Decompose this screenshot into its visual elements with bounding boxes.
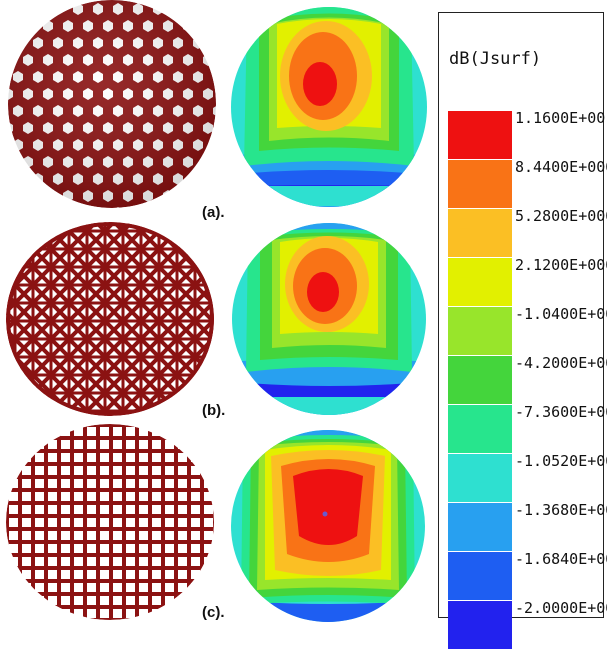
legend-tick-label: 2.1200E+000 xyxy=(515,256,607,274)
panel-label-c: (c). xyxy=(202,604,225,621)
panel-label-a: (a). xyxy=(202,204,225,221)
legend-tick-label: -4.2000E+000 xyxy=(515,354,607,372)
legend-tick-label: 1.1600E+001 xyxy=(515,109,607,127)
mesh-square-grid-disc xyxy=(6,424,214,620)
legend-tick-label: 5.2800E+000 xyxy=(515,207,607,225)
hexagonal-mesh-graphic xyxy=(8,0,216,208)
legend-tick-label: -2.0000E+001 xyxy=(515,599,607,617)
legend-tick-label: -1.0520E+001 xyxy=(515,452,607,470)
square-grid-graphic xyxy=(6,424,214,620)
mesh-hexagonal-disc xyxy=(8,0,216,208)
legend-swatch xyxy=(448,160,512,208)
legend-tick-label: 8.4400E+000 xyxy=(515,158,607,176)
legend-swatch xyxy=(448,601,512,649)
color-legend: dB(Jsurf) 1.1600E+001 8.4400E+000 5.2800E+… xyxy=(438,12,607,649)
legend-swatch xyxy=(448,111,512,159)
legend-swatch xyxy=(448,258,512,306)
legend-tick-label: -7.3600E+000 xyxy=(515,403,607,421)
current-density-map-b xyxy=(230,222,428,421)
legend-swatch xyxy=(448,503,512,551)
panel-label-b: (b). xyxy=(202,402,226,419)
legend-swatch xyxy=(448,552,512,600)
legend-swatch xyxy=(448,209,512,257)
legend-swatch xyxy=(448,454,512,502)
diagonal-lattice-graphic xyxy=(6,222,214,416)
mesh-diagonal-disc xyxy=(6,222,214,416)
legend-tick-label: -1.6840E+001 xyxy=(515,550,607,568)
legend-swatch xyxy=(448,405,512,453)
current-density-contour-b xyxy=(232,223,426,415)
legend-swatch xyxy=(448,356,512,404)
legend-tick-label: -1.3680E+001 xyxy=(515,501,607,519)
legend-swatch xyxy=(448,307,512,355)
current-density-contour-c xyxy=(231,430,425,622)
legend-title: dB(Jsurf) xyxy=(449,49,542,69)
current-density-contour-a xyxy=(231,7,427,207)
current-density-map-c xyxy=(229,430,427,627)
current-density-map-a xyxy=(229,6,429,213)
legend-tick-label: -1.0400E+000 xyxy=(515,305,607,323)
